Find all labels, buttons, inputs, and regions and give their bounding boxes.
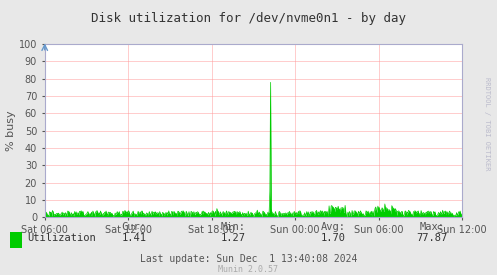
Text: 1.41: 1.41: [122, 233, 147, 243]
Text: 1.70: 1.70: [321, 233, 345, 243]
Text: Min:: Min:: [221, 222, 246, 232]
Text: 77.87: 77.87: [417, 233, 448, 243]
Text: 1.27: 1.27: [221, 233, 246, 243]
Text: Munin 2.0.57: Munin 2.0.57: [219, 265, 278, 274]
Y-axis label: % busy: % busy: [6, 110, 16, 151]
Text: Cur:: Cur:: [122, 222, 147, 232]
Text: Max:: Max:: [420, 222, 445, 232]
Text: Last update: Sun Dec  1 13:40:08 2024: Last update: Sun Dec 1 13:40:08 2024: [140, 254, 357, 264]
Text: Disk utilization for /dev/nvme0n1 - by day: Disk utilization for /dev/nvme0n1 - by d…: [91, 12, 406, 25]
Text: RRDTOOL / TOBI OETIKER: RRDTOOL / TOBI OETIKER: [484, 77, 490, 170]
Text: Avg:: Avg:: [321, 222, 345, 232]
Text: Utilization: Utilization: [27, 233, 96, 243]
